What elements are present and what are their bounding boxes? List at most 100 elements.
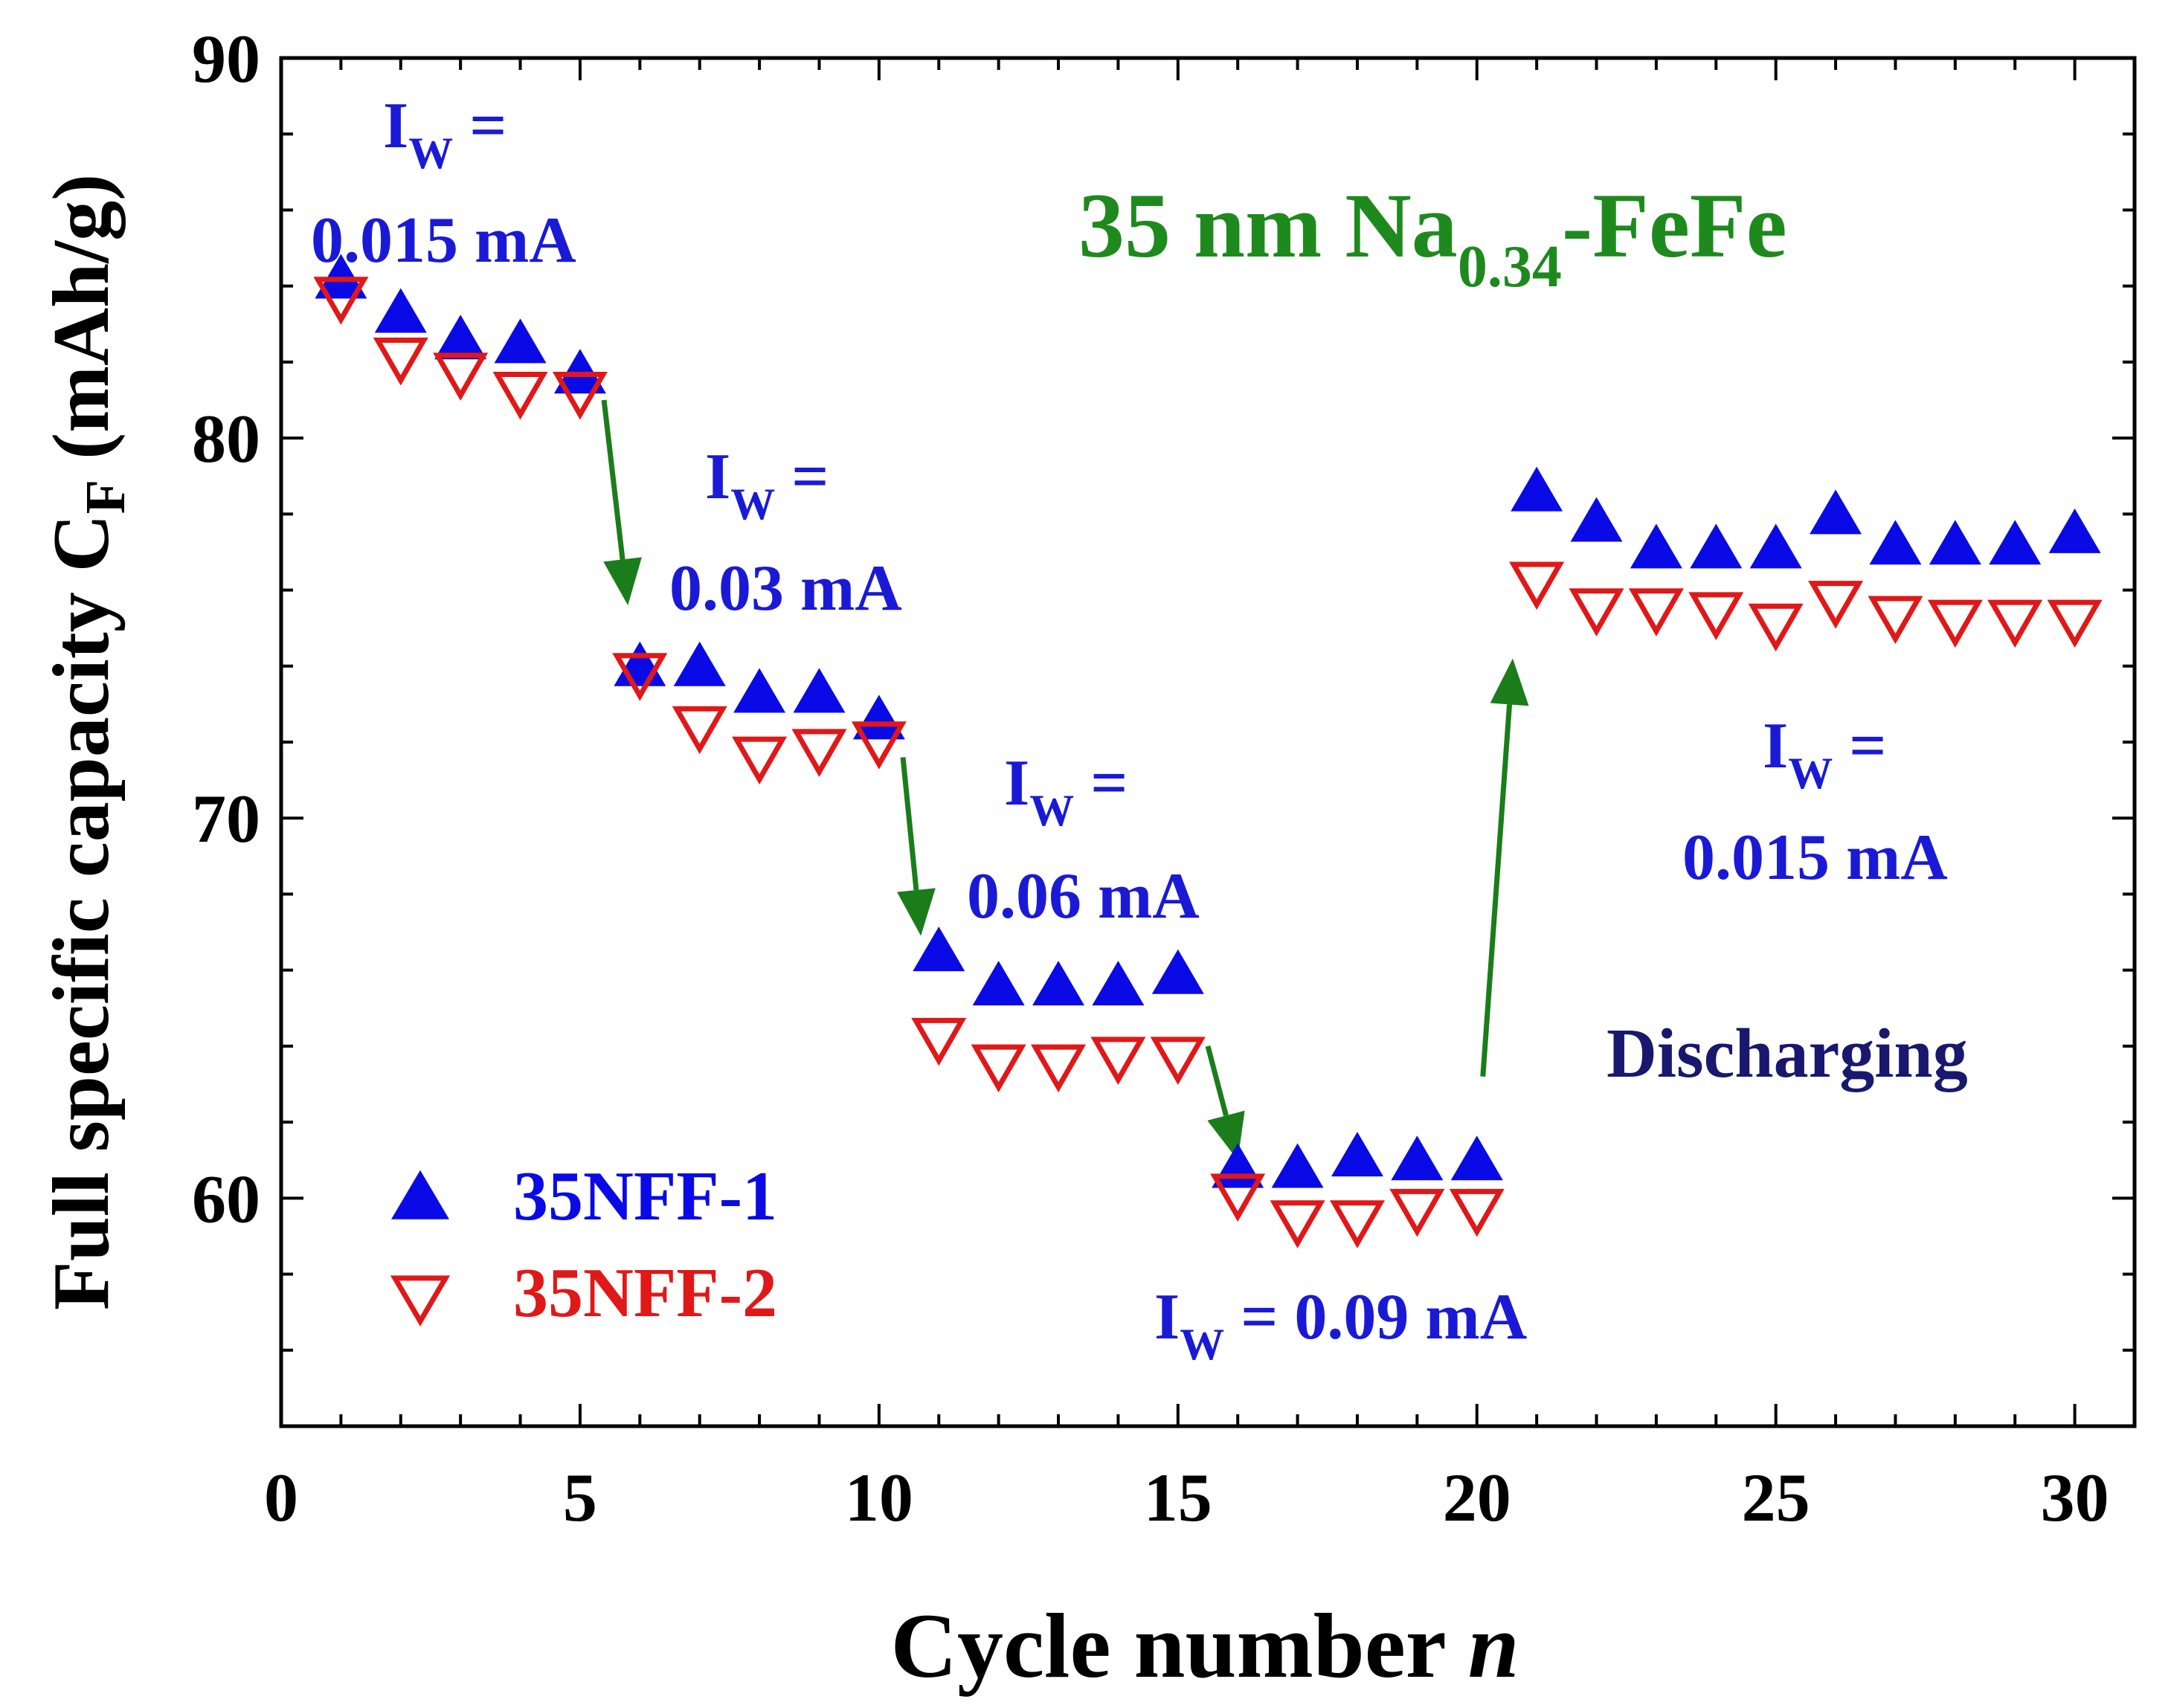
annotation-1-value: 0.015 mA <box>311 204 576 277</box>
point-35NFF-2 <box>1808 581 1864 629</box>
point-35NFF-1 <box>852 695 905 740</box>
y-tick-label: 70 <box>192 781 260 857</box>
point-35NFF-2 <box>612 653 668 701</box>
point-35NFF-2 <box>791 729 847 777</box>
y-axis-title: Full specific capacity CF (mAh/g) <box>37 174 137 1310</box>
point-35NFF-1 <box>1749 523 1802 569</box>
point-35NFF-1 <box>553 349 606 394</box>
x-axis-title-var: n <box>1468 1595 1519 1697</box>
point-35NFF-1 <box>1151 949 1204 994</box>
point-35NFF-1 <box>1630 523 1682 569</box>
point-35NFF-1 <box>1271 1143 1324 1188</box>
chart-title-main: 35 nm Na <box>1078 175 1458 277</box>
annotation-5-prefix: I <box>1763 710 1788 782</box>
annotation-3-value: 0.06 mA <box>967 860 1200 932</box>
annotation-1-prefix: I <box>383 90 408 162</box>
chart-title-tail: -FeFe <box>1562 175 1787 277</box>
arrow-shaft <box>900 757 919 891</box>
annotation-1-sub: W <box>408 129 453 178</box>
y-tick-label: 90 <box>192 21 260 97</box>
x-axis-title: Cycle number n <box>890 1595 1519 1697</box>
annotation-2-value: 0.03 mA <box>669 552 902 625</box>
annotation-4-sub: W <box>1180 1320 1224 1369</box>
legend-label-35NFF-2: 35NFF-2 <box>513 1254 777 1332</box>
point-35NFF-2 <box>433 352 489 401</box>
point-35NFF-2 <box>732 736 788 785</box>
y-tick-label: 60 <box>192 1161 260 1237</box>
y-axis-title-sub: F <box>74 480 137 514</box>
point-35NFF-2 <box>1927 599 1983 648</box>
series-35NFF-1 <box>315 254 2101 1188</box>
point-35NFF-1 <box>1570 497 1623 542</box>
point-35NFF-2 <box>672 706 727 755</box>
annotation-5: IW = 0.015 mA <box>1682 710 1948 894</box>
point-35NFF-1 <box>673 641 726 686</box>
annotation-1-eq: = <box>453 90 506 162</box>
legend: 35NFF-1 35NFF-2 <box>390 1158 777 1332</box>
point-35NFF-1 <box>1690 523 1743 569</box>
point-35NFF-2 <box>1509 561 1565 610</box>
mode-label: Discharging <box>1606 1015 1968 1092</box>
point-35NFF-2 <box>1569 588 1624 637</box>
point-35NFF-1 <box>913 926 965 972</box>
annotation-2: IW = 0.03 mA <box>669 441 902 625</box>
arrow-shaft <box>1205 1045 1229 1117</box>
point-35NFF-1 <box>733 668 786 713</box>
x-axis-title-main: Cycle number <box>890 1595 1467 1697</box>
point-35NFF-2 <box>313 277 369 325</box>
y-tick-label: 80 <box>192 401 260 477</box>
point-35NFF-1 <box>793 668 846 713</box>
point-35NFF-2 <box>1748 603 1804 652</box>
svg-text:IW = 0.09 mA: IW = 0.09 mA <box>1154 1281 1527 1369</box>
x-tick-label: 0 <box>264 1460 298 1535</box>
chart-title-sub: 0.34 <box>1458 234 1562 300</box>
point-35NFF-1 <box>1450 1135 1503 1181</box>
x-tick-label: 20 <box>1443 1460 1511 1535</box>
y-axis-title-unit: (mAh/g) <box>37 174 126 480</box>
point-35NFF-1 <box>1989 520 2042 565</box>
point-35NFF-1 <box>1929 520 1981 565</box>
arrow-shaft <box>1480 704 1513 1077</box>
point-35NFF-2 <box>1688 592 1744 640</box>
point-35NFF-2 <box>851 721 907 770</box>
arrow-shaft <box>601 399 625 560</box>
annotation-2-sub: W <box>730 480 775 529</box>
annotation-5-value: 0.015 mA <box>1682 822 1948 894</box>
annotation-3-sub: W <box>1029 786 1074 835</box>
svg-text:IW =: IW = <box>1763 710 1886 798</box>
point-35NFF-2 <box>1987 599 2043 648</box>
annotation-4: IW = 0.09 mA <box>1154 1281 1527 1369</box>
axis-ticks <box>280 57 2135 1426</box>
point-35NFF-1 <box>374 288 427 333</box>
point-35NFF-2 <box>911 1017 967 1066</box>
svg-text:IW =: IW = <box>705 441 829 529</box>
annotation-3-prefix: I <box>1004 747 1029 819</box>
point-35NFF-2 <box>1868 596 1923 645</box>
point-35NFF-2 <box>1030 1044 1087 1093</box>
point-35NFF-1 <box>1092 961 1145 1006</box>
point-35NFF-2 <box>2047 599 2103 648</box>
legend-label-35NFF-1: 35NFF-1 <box>513 1158 777 1235</box>
point-35NFF-1 <box>1331 1132 1383 1177</box>
annotation-5-eq: = <box>1833 710 1886 782</box>
point-35NFF-1 <box>972 961 1025 1006</box>
legend-marker-35NFF-1 <box>391 1170 449 1219</box>
point-35NFF-1 <box>2048 508 2101 553</box>
x-tick-label: 15 <box>1144 1460 1212 1535</box>
point-35NFF-2 <box>552 371 608 420</box>
point-35NFF-2 <box>1628 588 1684 637</box>
axis-tick-labels: 0 5 10 15 20 25 30 60 70 80 90 <box>192 21 2109 1535</box>
x-tick-label: 10 <box>845 1460 913 1535</box>
point-35NFF-2 <box>1329 1200 1386 1248</box>
annotation-4-eq: = 0.09 mA <box>1224 1281 1527 1353</box>
point-35NFF-2 <box>1090 1037 1146 1085</box>
point-35NFF-1 <box>1032 961 1085 1006</box>
series-35NFF-2 <box>313 277 2103 1248</box>
point-35NFF-1 <box>494 318 547 364</box>
annotation-5-sub: W <box>1788 749 1833 798</box>
svg-text:IW =: IW = <box>383 90 506 178</box>
point-35NFF-2 <box>1210 1173 1266 1222</box>
arrow-head <box>1490 658 1529 706</box>
point-35NFF-2 <box>373 337 428 386</box>
